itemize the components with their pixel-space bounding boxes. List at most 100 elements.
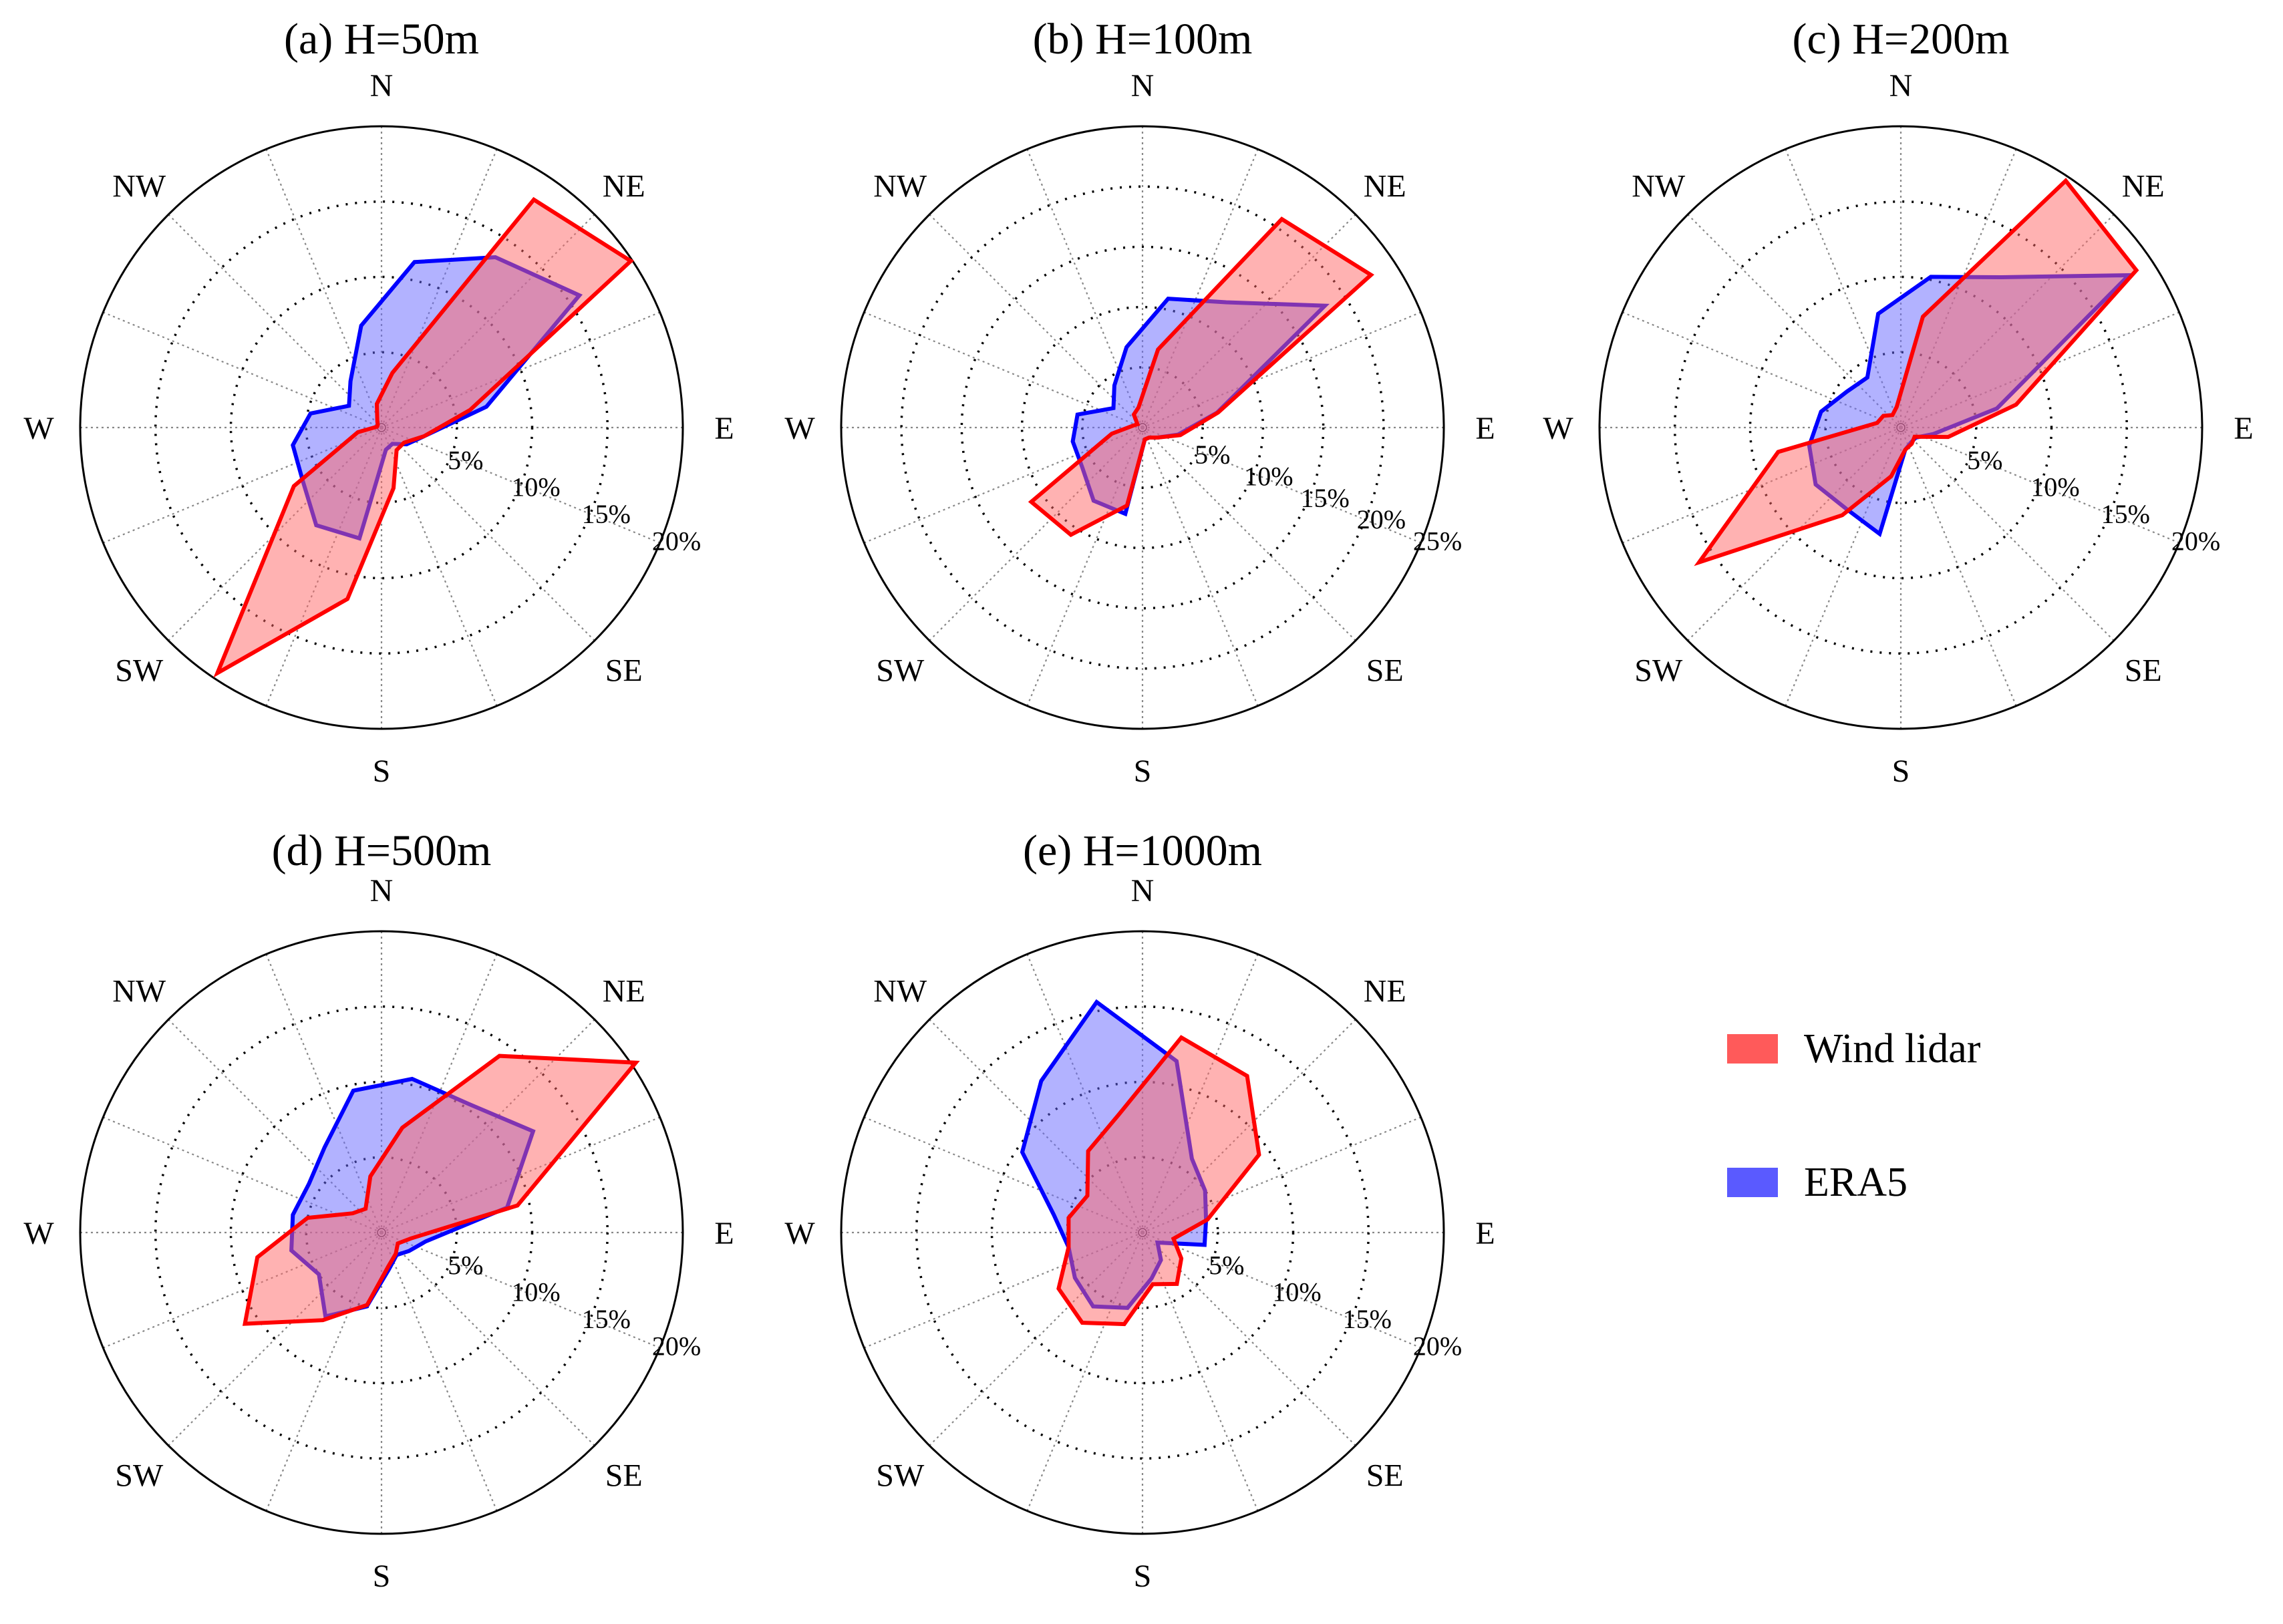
ring-label: 20%: [1357, 504, 1406, 534]
panel-title: (a) H=50m: [284, 15, 479, 63]
radial-gridline: [1141, 148, 1259, 428]
radial-gridline: [1142, 427, 1356, 641]
direction-label: SW: [1634, 653, 1683, 689]
ring-label: 5%: [1967, 445, 2002, 475]
direction-label: SE: [1366, 653, 1404, 689]
radial-gridline: [381, 427, 595, 641]
radial-gridline: [1687, 214, 1901, 428]
radial-gridline: [863, 1116, 1143, 1234]
ring-gridline: [1020, 305, 1265, 550]
radial-gridline: [1785, 427, 1902, 707]
polar-panel: N NE E SE S SW W NW 5% 10% 15% 20% (d) H=500m: [23, 826, 734, 1594]
outer-circle: [1598, 125, 2203, 730]
direction-label: N: [370, 873, 394, 909]
direction-label: E: [714, 1216, 734, 1251]
ring-label: 10%: [511, 1277, 560, 1307]
ring-gridline: [1824, 351, 1978, 504]
radial-gridline: [1026, 1232, 1144, 1512]
radial-gridline: [102, 1116, 382, 1234]
direction-label: SE: [605, 1458, 643, 1494]
legend: Wind lidar ERA5: [1727, 1026, 1981, 1205]
direction-label: NW: [873, 168, 927, 204]
direction-label: N: [370, 68, 394, 104]
ring-label: 10%: [2030, 472, 2079, 502]
direction-label: NE: [603, 973, 645, 1009]
direction-label: N: [1131, 68, 1155, 104]
ring-label: 20%: [1413, 1331, 1462, 1361]
direction-label: NW: [873, 973, 927, 1009]
direction-label: S: [1892, 754, 1910, 789]
direction-label: W: [784, 1216, 815, 1251]
ring-label: 20%: [652, 526, 701, 556]
ring-gridline: [990, 1080, 1295, 1385]
series-wind-lidar: [1694, 178, 2139, 566]
direction-label: NW: [1632, 168, 1686, 204]
radial-gridline: [863, 1231, 1143, 1349]
ring-gridline: [900, 185, 1385, 670]
ring-gridline: [305, 351, 458, 504]
direction-label: S: [1134, 1559, 1152, 1594]
direction-label: SE: [1366, 1458, 1404, 1494]
polar-panel: N NE E SE S SW W NW 5% 10% 15% 20% (a) H=50m: [23, 15, 734, 789]
ring-gridline: [960, 245, 1325, 610]
direction-label: SW: [876, 653, 925, 689]
radial-gridline: [1785, 148, 1902, 428]
direction-label: N: [1131, 873, 1155, 909]
ring-gridline: [154, 1005, 609, 1460]
direction-label: SW: [115, 1458, 164, 1494]
ring-label: 15%: [2101, 499, 2150, 529]
radial-gridline: [1687, 427, 1901, 641]
ring-gridline: [1748, 275, 2053, 580]
polar-panel: N NE E SE S SW W NW 5% 10% 15%20%25% (b) H=100m: [784, 15, 1495, 789]
radial-gridline: [102, 311, 382, 429]
ring-label: 5%: [448, 1250, 483, 1280]
direction-label: SE: [605, 653, 643, 689]
direction-label: SW: [876, 1458, 925, 1494]
ring-gridline: [154, 200, 609, 655]
radial-gridline: [1900, 426, 2180, 544]
radial-gridline: [265, 953, 383, 1233]
direction-label: NW: [112, 973, 166, 1009]
direction-label: E: [2234, 411, 2253, 446]
radial-gridline: [929, 1232, 1143, 1446]
radial-gridline: [168, 1232, 382, 1446]
radial-gridline: [1142, 1232, 1356, 1446]
legend-swatch-wind-lidar: [1727, 1034, 1778, 1064]
radial-gridline: [265, 1232, 383, 1512]
ring-label: 5%: [448, 445, 483, 475]
direction-label: NE: [1364, 168, 1406, 204]
radial-gridline: [863, 311, 1143, 429]
outer-circle: [79, 930, 684, 1535]
direction-label: NW: [112, 168, 166, 204]
direction-label: SW: [115, 653, 164, 689]
ring-label: 15%: [1301, 483, 1350, 513]
direction-label: NE: [2122, 168, 2165, 204]
radial-gridline: [381, 1232, 595, 1446]
radial-gridline: [168, 214, 382, 428]
radial-gridline: [168, 1019, 382, 1233]
outer-circle: [840, 930, 1445, 1535]
radial-gridline: [381, 311, 661, 429]
direction-label: E: [714, 411, 734, 446]
radial-gridline: [1141, 1232, 1259, 1512]
radial-gridline: [265, 148, 383, 428]
radial-gridline: [1026, 148, 1144, 428]
ring-gridline: [915, 1005, 1370, 1460]
radial-gridline: [1622, 311, 1901, 429]
panel-title: (b) H=100m: [1033, 15, 1253, 63]
radial-gridline: [1142, 1116, 1422, 1234]
radial-gridline: [1142, 311, 1422, 429]
radial-gridline: [863, 426, 1143, 544]
direction-label: W: [784, 411, 815, 446]
ring-gridline: [229, 1080, 534, 1385]
direction-label: E: [1475, 411, 1495, 446]
radial-gridline: [929, 214, 1143, 428]
direction-label: W: [23, 1216, 54, 1251]
polar-panel: N NE E SE S SW W NW 5% 10% 15% 20% (e) H=1000m: [784, 826, 1495, 1594]
radial-gridline: [380, 427, 498, 707]
direction-label: SE: [2125, 653, 2162, 689]
ring-label: 10%: [1272, 1277, 1321, 1307]
ring-label: 15%: [1343, 1304, 1392, 1334]
